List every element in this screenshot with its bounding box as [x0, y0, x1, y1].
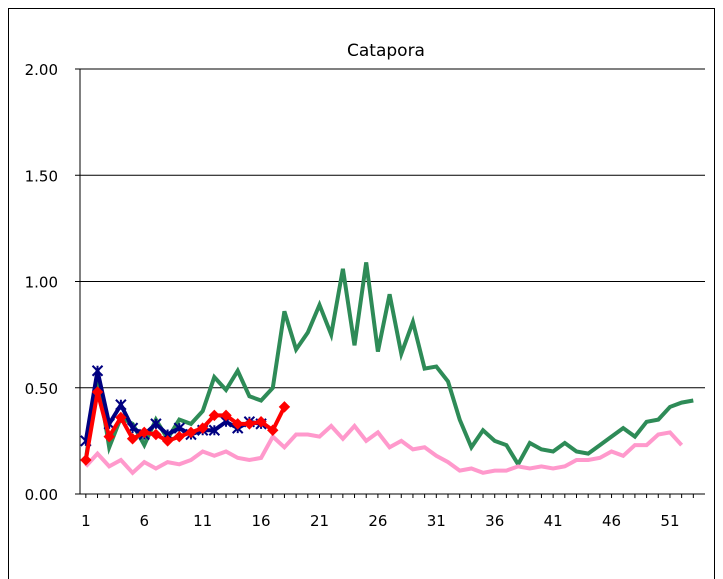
data-point-marker: [208, 424, 221, 436]
data-point-marker: [232, 418, 244, 430]
y-tick-label: 1.50: [25, 167, 58, 185]
data-point-marker: [161, 435, 174, 447]
y-tick-label: 2.00: [25, 61, 58, 79]
data-point-marker: [196, 422, 209, 434]
y-tick-label: 0.50: [25, 380, 58, 398]
data-point-marker: [185, 426, 197, 439]
data-point-marker: [103, 430, 115, 443]
data-point-marker: [220, 409, 232, 422]
data-point-marker: [126, 433, 139, 445]
series-line-3: [83, 370, 262, 442]
series-line-1: [83, 262, 694, 469]
data-point-marker: [80, 454, 92, 466]
x-tick-label: 1: [81, 512, 91, 530]
x-tick-label: 16: [252, 512, 271, 530]
data-point-marker: [243, 418, 256, 430]
data-point-marker: [173, 430, 186, 443]
data-point-marker: [115, 399, 127, 411]
x-tick-label: 11: [193, 512, 212, 530]
chart-title: Catapora: [347, 41, 425, 61]
x-tick-label: 36: [485, 512, 504, 530]
data-point-marker: [138, 426, 150, 439]
y-tick-label: 0.00: [25, 486, 58, 504]
y-tick-label: 1.00: [25, 274, 58, 292]
x-tick-label: 51: [660, 512, 679, 530]
data-point-marker: [150, 418, 162, 430]
x-tick-label: 31: [427, 512, 446, 530]
data-point-marker: [255, 416, 267, 428]
x-tick-label: 26: [368, 512, 387, 530]
series-line-2: [84, 422, 684, 476]
data-point-marker: [91, 365, 104, 377]
data-point-marker: [115, 411, 127, 424]
x-tick-label: 46: [602, 512, 621, 530]
data-point-marker: [278, 401, 291, 413]
x-tick-label: 6: [139, 512, 149, 530]
data-point-marker: [91, 386, 104, 398]
plot-area: 0.000.501.001.502.001 6 11 16 21 26 31 36 41 46 51: [25, 61, 705, 530]
x-tick-label: 21: [310, 512, 329, 530]
x-tick-label: 41: [544, 512, 563, 530]
data-point-marker: [150, 428, 162, 441]
data-point-marker: [208, 409, 221, 422]
data-point-marker: [267, 424, 279, 436]
